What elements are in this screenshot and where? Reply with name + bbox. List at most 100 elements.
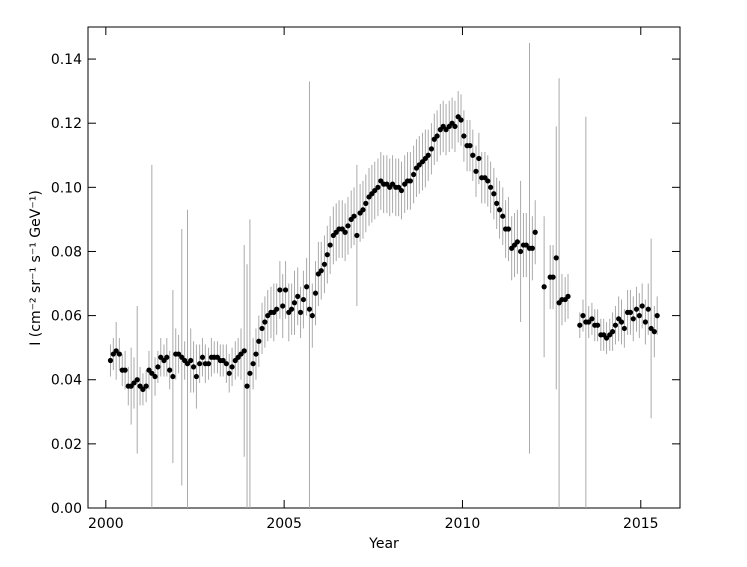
point	[372, 187, 378, 194]
point	[645, 306, 651, 312]
y-tick-label: 0.12	[51, 116, 82, 132]
x-tick-label: 2005	[266, 516, 302, 532]
point	[277, 287, 283, 293]
point	[496, 207, 503, 213]
point	[184, 361, 191, 367]
point	[541, 284, 547, 290]
point	[321, 261, 328, 267]
point	[609, 329, 616, 335]
point	[633, 306, 640, 312]
point	[304, 284, 310, 290]
point	[244, 383, 250, 389]
point	[175, 351, 182, 357]
y-tick-label: 0.10	[51, 180, 82, 196]
point	[256, 338, 262, 344]
point	[375, 184, 381, 190]
point	[220, 357, 226, 364]
point	[603, 335, 610, 341]
x-tick-label: 2010	[445, 516, 481, 532]
point	[327, 242, 333, 248]
point	[134, 377, 140, 383]
point	[514, 239, 520, 245]
point	[586, 319, 592, 325]
y-axis-label: I (cm⁻² sr⁻¹ s⁻¹ GeV⁻¹)	[28, 190, 44, 346]
point	[324, 252, 330, 258]
point	[131, 380, 137, 386]
point	[309, 313, 315, 319]
y-tick-label: 0.02	[51, 437, 82, 453]
point	[342, 229, 348, 235]
point	[473, 168, 479, 174]
point	[167, 367, 173, 373]
point	[523, 242, 529, 248]
point	[612, 322, 619, 328]
point	[265, 313, 271, 319]
y-tick-label: 0.04	[51, 373, 82, 389]
point	[226, 370, 232, 376]
x-axis-label: Year	[368, 536, 399, 552]
point	[205, 361, 212, 367]
point	[550, 274, 556, 280]
point	[250, 361, 256, 367]
point	[488, 184, 494, 190]
point	[639, 303, 645, 309]
point	[360, 207, 366, 213]
point	[354, 232, 360, 239]
plot-frame	[87, 26, 681, 509]
point	[458, 117, 464, 123]
point	[229, 364, 235, 370]
point	[494, 200, 500, 206]
point	[434, 133, 440, 139]
point	[529, 245, 535, 251]
point	[389, 181, 396, 187]
point	[300, 296, 307, 303]
point	[259, 325, 265, 332]
point	[295, 293, 301, 299]
point	[116, 351, 122, 357]
point	[636, 313, 642, 319]
y-tick-label: 0.06	[51, 309, 82, 325]
point	[351, 213, 357, 219]
point	[149, 370, 155, 376]
y-tick-label: 0.00	[51, 501, 82, 517]
point	[274, 306, 280, 312]
point	[648, 325, 654, 332]
point	[164, 354, 170, 360]
point	[289, 306, 295, 312]
point	[363, 200, 369, 206]
point	[262, 319, 268, 325]
point	[318, 268, 324, 274]
point	[398, 187, 405, 194]
point	[306, 306, 313, 312]
point	[452, 123, 458, 130]
points	[107, 114, 660, 392]
point	[199, 354, 206, 360]
error-bars	[109, 43, 658, 508]
x-tick-label: 2015	[623, 516, 659, 532]
point	[618, 319, 625, 325]
point	[345, 223, 351, 229]
point	[113, 348, 119, 354]
point	[589, 316, 595, 322]
point	[140, 386, 146, 392]
point	[238, 351, 244, 357]
point	[476, 155, 482, 162]
point	[188, 357, 194, 364]
y-tick-label: 0.14	[51, 52, 82, 68]
point	[500, 213, 506, 219]
point	[312, 290, 319, 296]
point	[580, 313, 586, 319]
point	[505, 226, 512, 232]
point	[491, 191, 497, 197]
point	[461, 133, 467, 139]
point	[621, 325, 627, 332]
point	[532, 229, 538, 235]
point	[470, 152, 476, 158]
point	[280, 303, 286, 309]
point	[241, 348, 247, 354]
point	[197, 361, 203, 367]
point	[517, 248, 524, 255]
point	[467, 143, 473, 149]
point	[107, 357, 114, 364]
